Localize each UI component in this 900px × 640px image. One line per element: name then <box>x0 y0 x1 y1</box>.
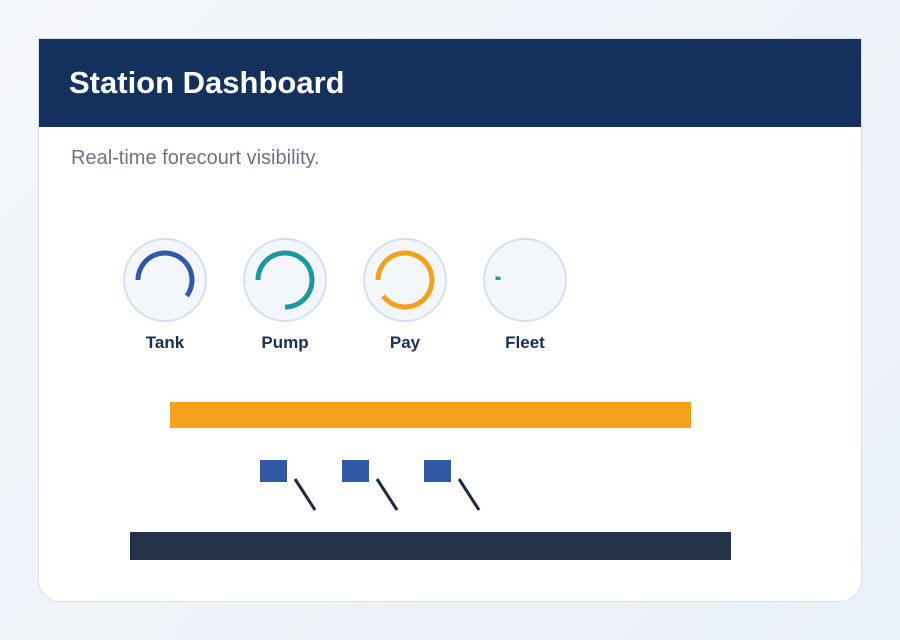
base <box>130 532 731 560</box>
hose <box>375 478 399 511</box>
pump <box>260 460 287 482</box>
gauge-arc <box>135 250 195 298</box>
gauges: Tank Pump Pay Fleet <box>123 238 567 352</box>
gauge-label: Fleet <box>505 333 545 352</box>
gauge-ring <box>483 238 567 322</box>
hose <box>457 478 481 511</box>
gauge-arc <box>255 250 315 310</box>
gauge-arc <box>375 250 435 310</box>
title: Station Dashboard <box>69 65 345 100</box>
header: Station Dashboard <box>39 39 861 127</box>
pump <box>342 460 369 482</box>
subtitle: Real-time forecourt visibility. <box>71 147 320 169</box>
canopy <box>170 402 691 428</box>
gauge-label: Tank <box>146 333 185 352</box>
gauge-label: Pump <box>261 333 308 352</box>
gauge-label: Pay <box>390 333 421 352</box>
hose <box>293 478 317 511</box>
pump <box>424 460 451 482</box>
post <box>648 428 668 532</box>
post <box>192 428 212 532</box>
